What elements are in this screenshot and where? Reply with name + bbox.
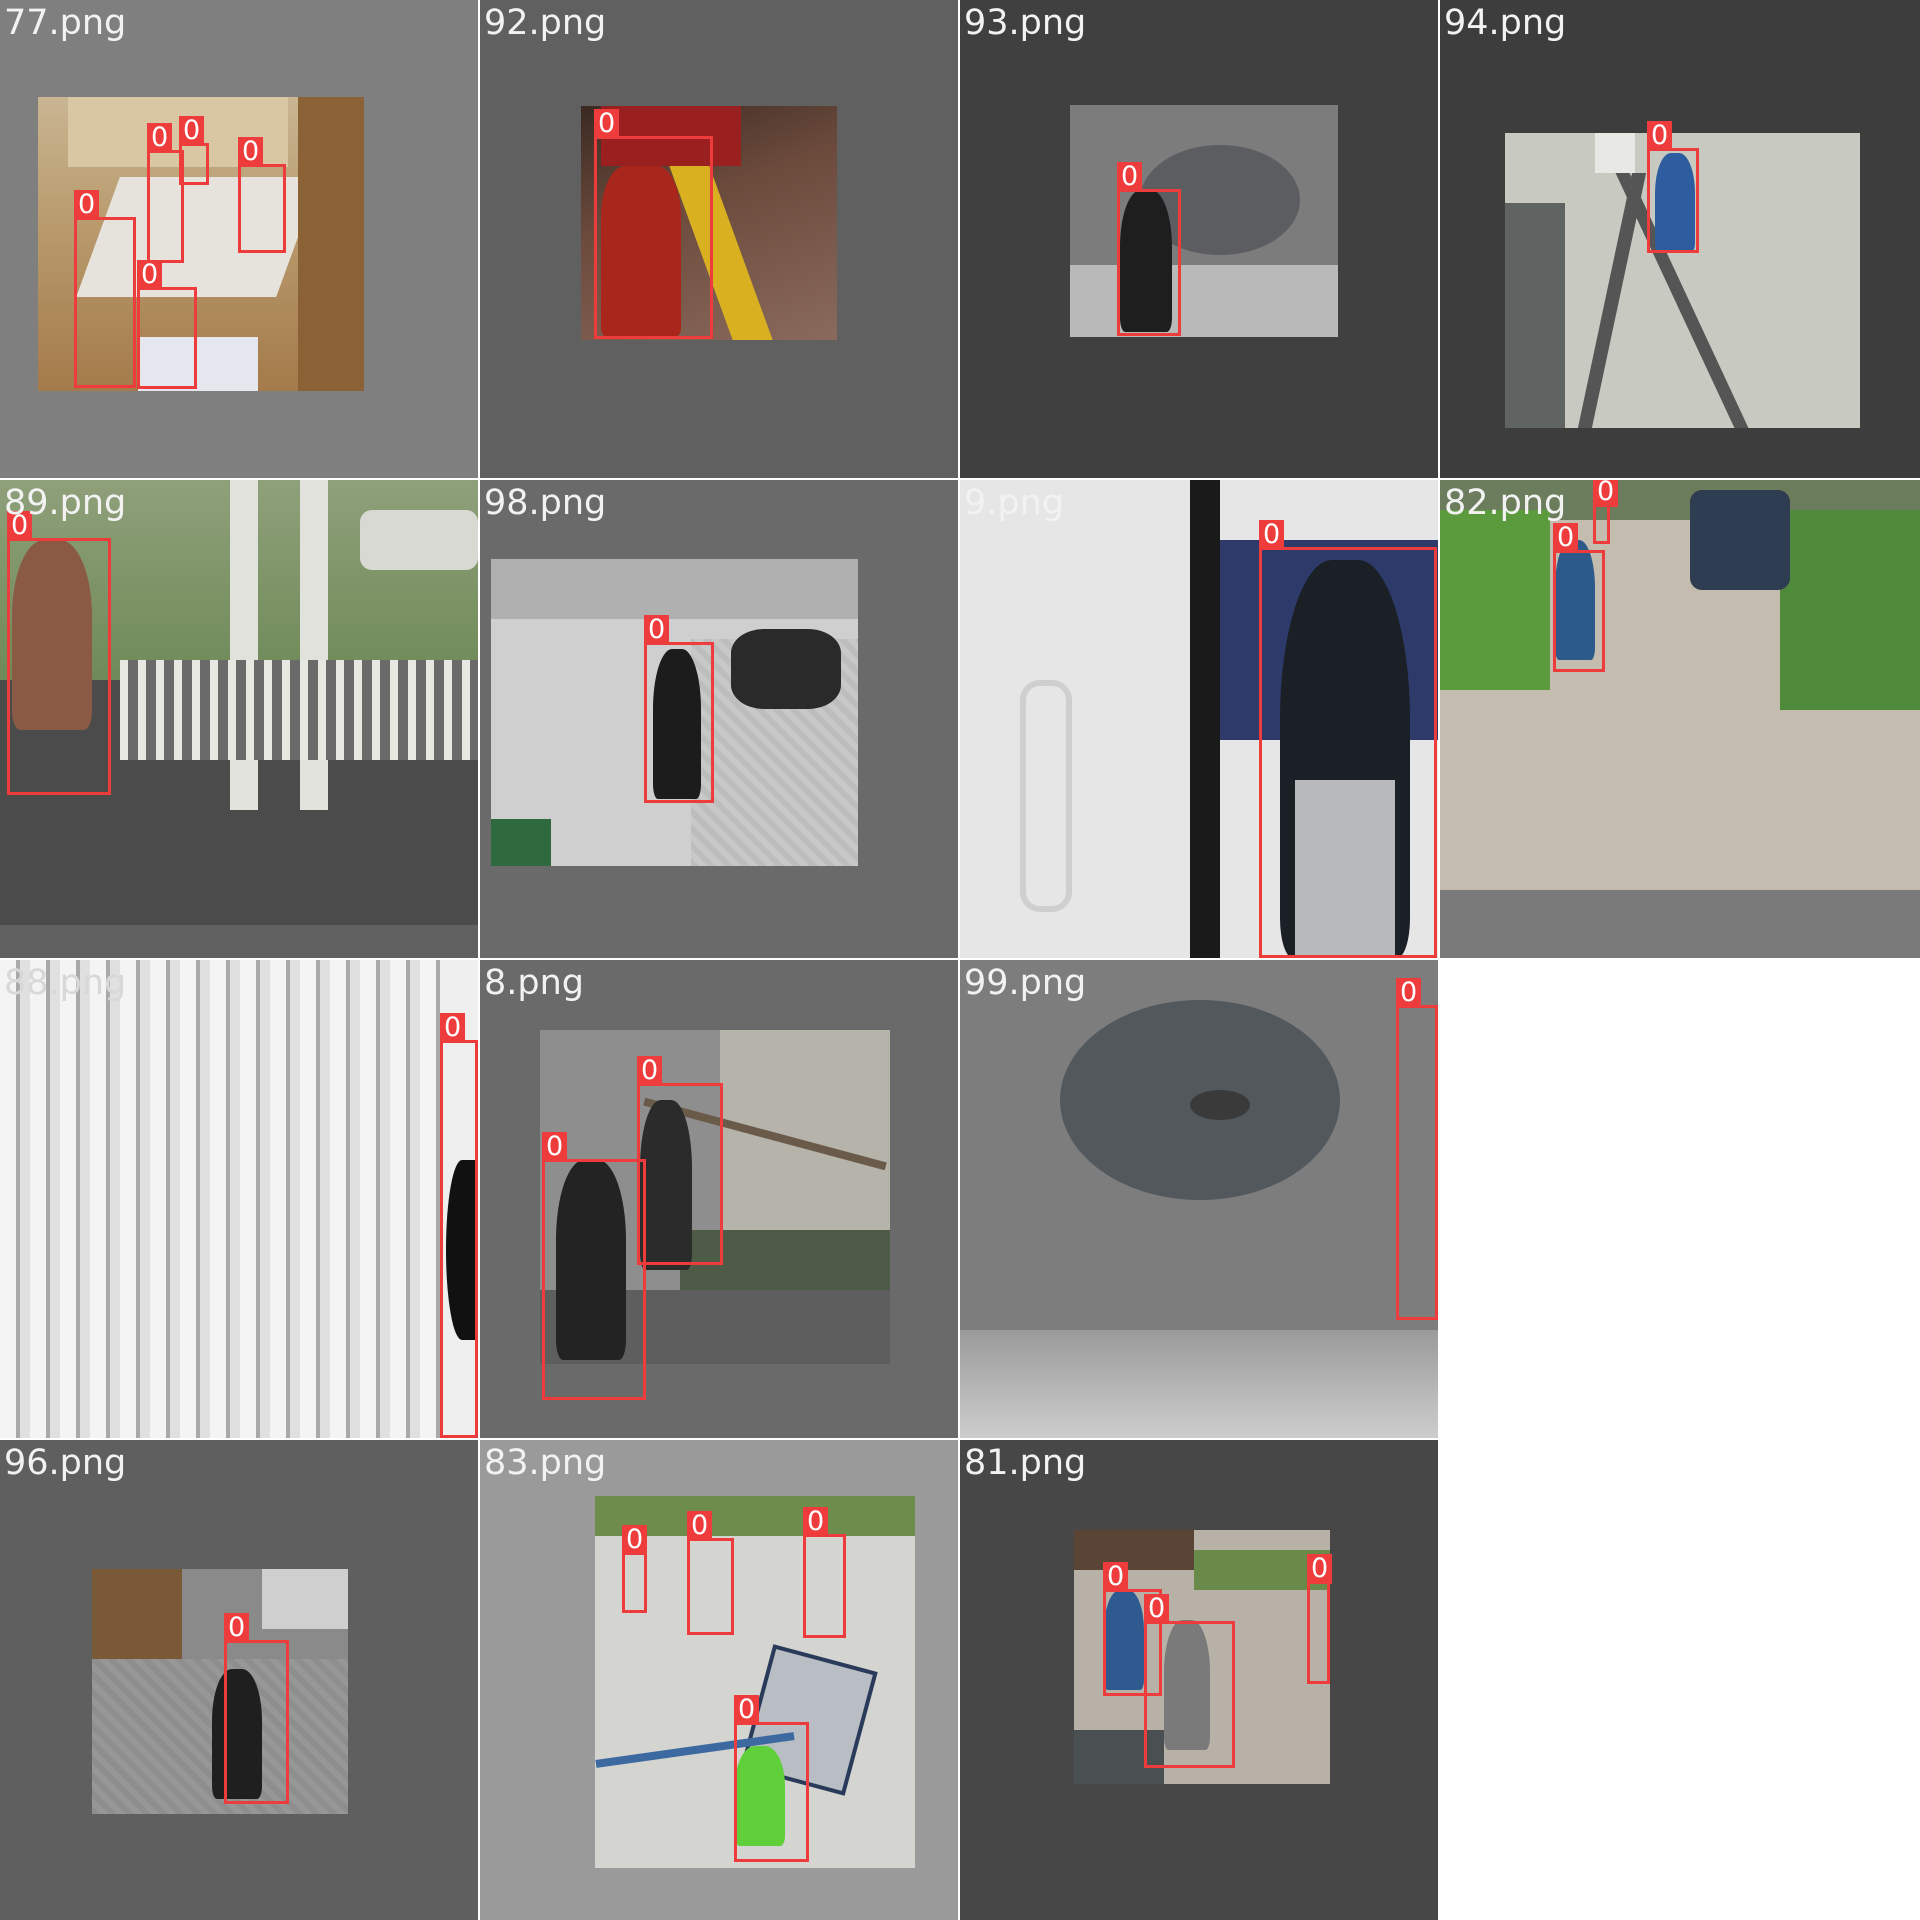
tile-96: 96.png 0: [0, 1440, 478, 1920]
class-tag: 0: [440, 1013, 466, 1043]
detection-box: 0: [622, 1525, 648, 1613]
detection-box: 0: [1647, 121, 1699, 253]
tile-filename: 99.png: [964, 963, 1087, 1003]
detection-box: 0: [803, 1507, 846, 1638]
scene-photo: [92, 1569, 348, 1814]
class-tag: 0: [74, 190, 100, 220]
class-tag: 0: [238, 137, 264, 167]
detection-box: 0: [542, 1132, 646, 1400]
detection-box: 0: [1396, 978, 1438, 1320]
tile-filename: 83.png: [484, 1443, 607, 1483]
class-tag: 0: [1144, 1594, 1170, 1624]
tile-82: 82.png 0 0: [1440, 480, 1920, 958]
tile-filename: 88.png: [4, 963, 127, 1003]
class-tag: 0: [137, 260, 163, 290]
class-tag: 0: [734, 1695, 760, 1725]
detection-box: 0: [1117, 162, 1181, 336]
class-tag: 0: [1307, 1554, 1333, 1584]
class-tag: 0: [637, 1056, 663, 1086]
tile-83: 83.png 0 0 0 0: [480, 1440, 958, 1920]
detection-box: 0: [1103, 1562, 1162, 1696]
tile-94: 94.png 0: [1440, 0, 1920, 478]
tile-9: 9.png 0: [960, 480, 1438, 958]
tile-99: 99.png 0: [960, 960, 1438, 1438]
class-tag: 0: [1593, 480, 1619, 507]
class-tag: 0: [147, 123, 173, 153]
tile-93: 93.png 0: [960, 0, 1438, 478]
empty-cell: [1440, 960, 1920, 1438]
scene-photo: [0, 480, 478, 925]
detection-box: 0: [147, 123, 184, 263]
detection-box: 0: [734, 1695, 809, 1862]
tile-filename: 82.png: [1444, 483, 1567, 523]
tile-81: 81.png 0 0 0: [960, 1440, 1438, 1920]
detection-box: 0: [74, 190, 136, 388]
tile-filename: 96.png: [4, 1443, 127, 1483]
scene-photo: [38, 97, 364, 391]
tile-filename: 89.png: [4, 483, 127, 523]
tile-89: 89.png 0: [0, 480, 478, 958]
class-tag: 0: [803, 1507, 829, 1537]
detection-box: 0: [1553, 523, 1605, 672]
tile-filename: 93.png: [964, 3, 1087, 43]
scene-photo: [1070, 105, 1338, 337]
tile-8: 8.png 0 0: [480, 960, 958, 1438]
class-tag: 0: [622, 1525, 648, 1555]
tile-88: 88.png 0: [0, 960, 478, 1438]
detection-box: 0: [687, 1511, 734, 1635]
detection-box: 0: [238, 137, 286, 253]
detection-box: 0: [179, 116, 209, 185]
tile-98: 98.png 0: [480, 480, 958, 958]
class-tag: 0: [1553, 523, 1579, 553]
detection-box: 0: [594, 109, 713, 339]
tile-77: 77.png 0 0 0 0 0: [0, 0, 478, 478]
scene-photo: [960, 480, 1438, 958]
scene-photo: [1074, 1530, 1330, 1784]
class-tag: 0: [1117, 162, 1143, 192]
class-tag: 0: [179, 116, 205, 146]
class-tag: 0: [644, 615, 670, 645]
class-tag: 0: [224, 1613, 250, 1643]
tile-92: 92.png 0: [480, 0, 958, 478]
tile-filename: 8.png: [484, 963, 585, 1003]
scene-photo: [0, 960, 478, 1438]
scene-photo: [581, 106, 837, 340]
class-tag: 0: [1259, 520, 1285, 550]
detection-box: 0: [440, 1013, 478, 1438]
class-tag: 0: [7, 511, 33, 541]
tile-filename: 94.png: [1444, 3, 1567, 43]
detection-box: 0: [7, 511, 111, 795]
scene-photo: [595, 1496, 915, 1868]
detection-box: 0: [137, 260, 197, 389]
tile-filename: 98.png: [484, 483, 607, 523]
tile-filename: 81.png: [964, 1443, 1087, 1483]
detection-box: 0: [644, 615, 714, 803]
detection-box: 0: [1593, 480, 1619, 544]
tile-filename: 9.png: [964, 483, 1065, 523]
empty-cell: [1440, 1440, 1920, 1920]
class-tag: 0: [1396, 978, 1422, 1008]
class-tag: 0: [542, 1132, 568, 1162]
scene-photo: [960, 960, 1438, 1438]
class-tag: 0: [1103, 1562, 1129, 1592]
detection-box: 0: [1307, 1554, 1333, 1684]
detection-box: 0: [224, 1613, 289, 1804]
scene-photo: [1440, 480, 1920, 890]
class-tag: 0: [1647, 121, 1673, 151]
tile-filename: 77.png: [4, 3, 127, 43]
class-tag: 0: [687, 1511, 713, 1541]
tile-filename: 92.png: [484, 3, 607, 43]
detection-box: 0: [637, 1056, 723, 1265]
class-tag: 0: [594, 109, 620, 139]
detection-box: 0: [1144, 1594, 1235, 1768]
scene-photo: [1505, 133, 1860, 428]
detection-box: 0: [1259, 520, 1437, 958]
scene-photo: [491, 559, 858, 866]
